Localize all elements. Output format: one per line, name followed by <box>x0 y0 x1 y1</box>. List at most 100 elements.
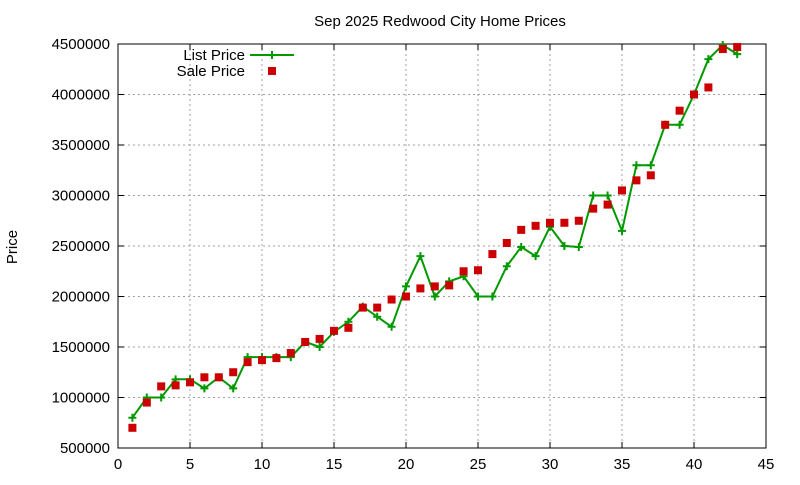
data-point <box>603 200 612 209</box>
data-point <box>301 337 310 346</box>
data-point <box>171 381 180 390</box>
data-point <box>387 322 396 331</box>
data-point <box>142 398 151 407</box>
data-point <box>416 284 425 293</box>
y-tick-label: 2000000 <box>52 289 110 306</box>
y-tick-label: 1500000 <box>52 339 110 356</box>
data-point <box>574 216 583 225</box>
data-point <box>675 120 684 129</box>
legend-label: Sale Price <box>177 63 245 80</box>
data-point <box>546 218 554 227</box>
data-point <box>704 83 713 92</box>
data-point <box>258 356 266 365</box>
data-point <box>718 45 727 54</box>
data-point <box>358 303 367 312</box>
data-point <box>430 292 439 301</box>
x-tick-label: 25 <box>470 456 487 473</box>
data-point <box>330 326 338 335</box>
chart-title: Sep 2025 Redwood City Home Prices <box>314 13 566 30</box>
data-point <box>517 225 526 234</box>
data-point <box>531 252 540 261</box>
x-tick-label: 0 <box>114 456 122 473</box>
data-point <box>632 161 641 170</box>
data-point <box>646 171 655 180</box>
x-tick-label: 10 <box>254 456 271 473</box>
data-point <box>502 238 511 247</box>
x-tick-label: 40 <box>686 456 703 473</box>
data-point <box>373 303 382 312</box>
data-point <box>502 262 511 271</box>
data-point <box>128 423 137 432</box>
y-tick-label: 500000 <box>60 440 110 457</box>
data-point <box>416 252 425 261</box>
x-tick-label: 20 <box>398 456 415 473</box>
data-point <box>243 358 252 367</box>
data-point <box>459 267 468 276</box>
data-point <box>704 55 713 64</box>
data-point <box>214 373 223 382</box>
x-tick-label: 35 <box>614 456 631 473</box>
legend-marker <box>268 67 276 75</box>
data-point <box>733 50 742 59</box>
y-tick-label: 4000000 <box>52 87 110 104</box>
data-point <box>229 384 238 393</box>
data-point <box>661 120 670 129</box>
y-tick-label: 4500000 <box>52 36 110 53</box>
data-point <box>229 368 238 377</box>
legend-marker <box>268 51 276 59</box>
data-point <box>402 292 410 301</box>
data-point <box>430 282 439 291</box>
y-tick-label: 3500000 <box>52 137 110 154</box>
data-point <box>272 354 281 363</box>
data-point <box>690 90 698 99</box>
data-point <box>560 218 569 227</box>
data-point <box>517 243 526 252</box>
data-point <box>560 242 569 250</box>
y-tick-label: 2500000 <box>52 238 110 255</box>
data-point <box>474 292 482 301</box>
x-tick-label: 45 <box>758 456 775 473</box>
data-point <box>402 282 410 291</box>
y-tick-label: 3000000 <box>52 188 110 205</box>
data-point <box>733 43 742 52</box>
legend-entry: Sale Price <box>177 63 276 80</box>
data-point <box>632 176 641 185</box>
data-point <box>157 382 166 391</box>
y-tick-label: 1000000 <box>52 390 110 407</box>
data-point <box>445 281 454 290</box>
series-list-price <box>128 41 742 422</box>
data-point <box>646 161 655 170</box>
data-point <box>315 334 324 343</box>
data-point <box>488 250 497 259</box>
data-point <box>603 191 612 200</box>
legend-label: List Price <box>183 47 245 64</box>
data-point <box>531 221 540 230</box>
data-point <box>128 413 137 422</box>
series-sale-price <box>128 43 742 432</box>
data-point <box>200 373 209 382</box>
grid <box>118 44 766 448</box>
data-point <box>589 204 598 213</box>
data-point <box>186 378 194 387</box>
y-axis-label: Price <box>4 230 21 264</box>
data-point <box>474 266 482 275</box>
series-layer <box>128 41 742 432</box>
data-point <box>157 393 166 402</box>
data-point <box>675 106 684 115</box>
data-point <box>589 191 598 200</box>
data-point <box>344 323 353 332</box>
axes: 0 5 10 15 20 25 30 35 40 45 500000 1000000 1500000 20… <box>52 36 775 473</box>
x-tick-label: 15 <box>326 456 343 473</box>
data-point <box>315 343 324 351</box>
data-point <box>574 243 583 252</box>
series-line <box>131 43 738 419</box>
data-point <box>618 186 626 195</box>
data-point <box>387 295 396 304</box>
data-point <box>373 312 382 321</box>
data-point <box>618 226 626 235</box>
legend-entry: List Price <box>183 47 294 64</box>
data-point <box>286 349 295 358</box>
